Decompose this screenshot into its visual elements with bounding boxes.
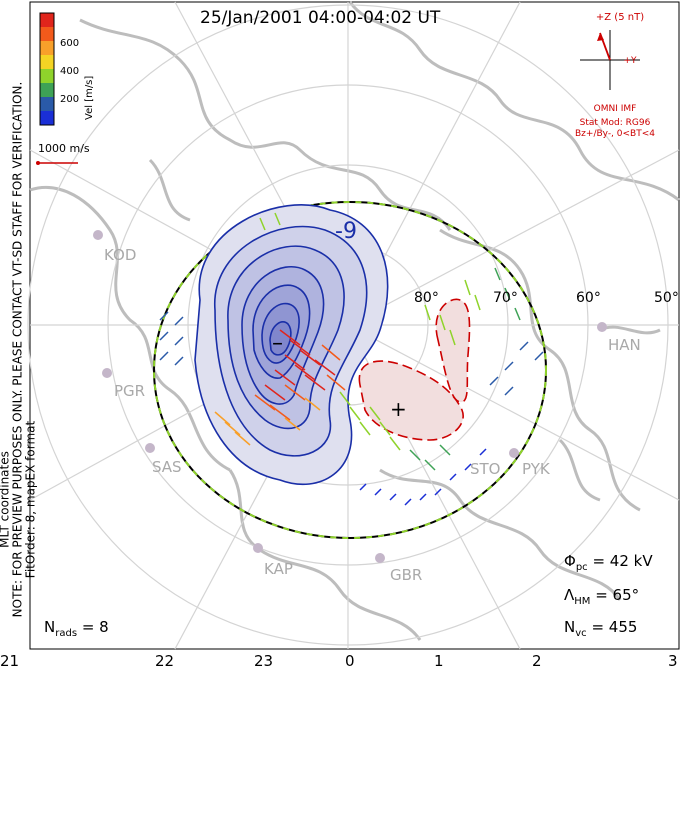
station-sto: STO [470,460,501,478]
station-pyk: PYK [522,460,550,478]
stat-model: Stat Mod: RG96 [579,118,651,128]
mlt-tick-22: 22 [155,652,175,670]
latitude-label-80: 80° [414,290,439,306]
mlt-tick-21: 21 [0,652,20,670]
nvc-subscript: vc [575,628,587,639]
stat-phi-pc: Φpc = 42 kV [564,552,653,573]
stat-nrads: Nrads = 8 [44,618,109,639]
colorbar-tick-400: 400 [60,66,80,77]
contour-label-neg: -9 [335,219,357,244]
nvc-symbol: N [564,618,576,636]
reference-vector [36,161,78,165]
colorbar-tick-600: 600 [60,38,80,49]
mlt-tick-1: 1 [434,652,444,670]
coastlines [29,1,680,641]
nrads-symbol: N [44,618,56,636]
colorbar [39,12,55,126]
mlt-tick-3: 3 [668,652,678,670]
negative-potential-cell [194,204,389,486]
station-markers [93,230,607,563]
fitorder-note: FitOrder: 8, mapEX format [23,420,38,579]
nrads-subscript: rads [55,628,78,639]
positive-maximum-marker: + [390,397,407,421]
colorbar-tick-200: 200 [60,94,80,105]
mlt-tick-23: 23 [254,652,274,670]
convection-map: – + -9 [27,1,680,650]
nrads-value: = 8 [81,618,109,636]
coordinates-note: MLT coordinates [0,451,12,548]
positive-potential-cell [358,298,471,441]
imf-z-label: +Z (5 nT) [595,12,645,23]
mlt-tick-2: 2 [532,652,542,670]
station-kod: KOD [104,246,137,264]
station-han: HAN [608,336,641,354]
lambda-value: = 65° [595,586,640,604]
negative-minimum-marker: – [272,331,283,356]
lambda-symbol: Λ [564,586,575,604]
colorbar-label: Vel [m/s] [84,75,95,120]
imf-source: OMNI IMF [593,104,637,114]
mlt-tick-0: 0 [345,652,355,670]
station-kap: KAP [264,560,293,578]
reference-vector-label: 1000 m/s [38,142,90,155]
phi-value: = 42 kV [592,552,653,570]
imf-dial [580,30,640,90]
hm-boundary [153,201,547,539]
imf-y-label: +Y [623,56,637,66]
preview-note: NOTE: FOR PREVIEW PURPOSES ONLY. PLEASE … [10,81,25,618]
side-note: MLT coordinates NOTE: FOR PREVIEW PURPOS… [0,20,38,680]
lambda-subscript: HM [574,596,591,607]
station-gbr: GBR [390,566,423,584]
station-sas: SAS [152,458,182,476]
velocity-vectors [159,212,544,506]
stat-model-conditions: Bz+/By-, 0<BT<4 [575,129,655,139]
station-pgr: PGR [114,382,146,400]
phi-symbol: Φ [564,552,576,570]
nvc-value: = 455 [591,618,638,636]
stat-lambda-hm: ΛHM = 65° [564,586,639,607]
map-title: 25/Jan/2001 04:00-04:02 UT [200,8,441,28]
latitude-label-50: 50° [654,290,679,306]
latitude-label-60: 60° [576,290,601,306]
phi-subscript: pc [575,562,588,573]
stat-nvc: Nvc = 455 [564,618,637,639]
latitude-label-70: 70° [493,290,518,306]
